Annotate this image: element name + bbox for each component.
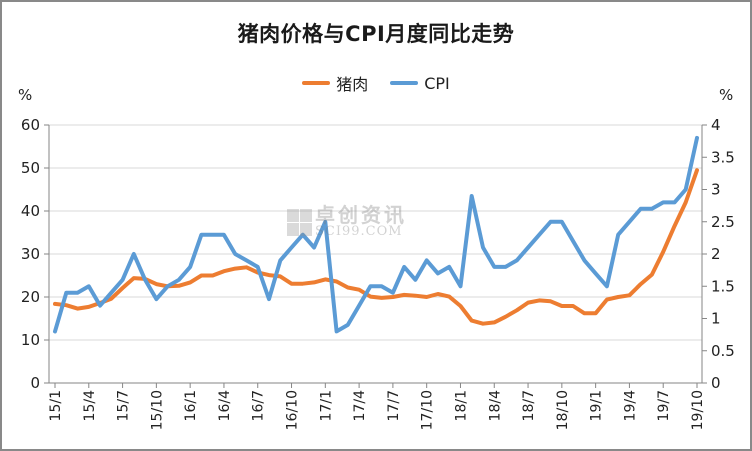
right-axis-tick-label: 2 — [711, 245, 721, 263]
right-axis-tick-label: 1 — [711, 310, 721, 328]
left-axis-tick-label: 30 — [21, 245, 40, 263]
legend-label-pork: 猪肉 — [336, 75, 369, 94]
x-axis-tick-label: 15/1 — [48, 390, 64, 421]
chart-title: 猪肉价格与CPI月度同比走势 — [237, 22, 515, 46]
x-axis-tick-label: 17/4 — [352, 390, 368, 422]
legend-label-cpi: CPI — [424, 73, 450, 93]
x-axis-tick-label: 19/1 — [589, 390, 605, 421]
x-axis-tick-label: 16/1 — [183, 390, 199, 421]
x-axis-tick-label: 16/4 — [217, 390, 233, 422]
legend-swatch-pork-icon — [302, 81, 331, 85]
right-axis-tick-label: 3 — [711, 181, 721, 199]
x-axis-tick-label: 18/7 — [521, 390, 537, 421]
left-axis-unit: % — [18, 86, 33, 104]
right-axis-tick-label: 0 — [711, 374, 721, 392]
left-axis-tick-label: 20 — [21, 288, 40, 306]
right-axis-unit: % — [719, 86, 734, 104]
left-axis-tick-label: 50 — [21, 159, 40, 177]
legend-item-cpi[interactable]: CPI — [390, 74, 450, 93]
cpi-line — [53, 135, 699, 334]
legend-item-pork[interactable]: 猪肉 — [302, 71, 368, 95]
x-axis-tick-label: 16/7 — [251, 390, 267, 421]
x-axis-tick-label: 15/10 — [149, 390, 165, 430]
x-axis-tick-label: 19/4 — [622, 390, 638, 422]
x-axis-tick-label: 15/7 — [116, 390, 132, 421]
x-axis-tick-label: 15/4 — [82, 390, 98, 422]
x-axis-tick-label: 17/7 — [386, 390, 402, 421]
x-axis-tick-label: 17/10 — [420, 390, 436, 430]
right-axis-tick-label: 1.5 — [711, 277, 735, 295]
right-axis-tick-label: 2.5 — [711, 213, 735, 231]
x-axis-tick-label: 18/1 — [453, 390, 469, 421]
left-axis-tick-label: 60 — [21, 116, 40, 134]
legend-swatch-cpi-icon — [390, 81, 419, 85]
pork-line — [53, 168, 699, 326]
left-axis-tick-label: 0 — [30, 374, 40, 392]
x-axis-tick-label: 16/10 — [285, 390, 301, 430]
x-axis-tick-label: 19/7 — [656, 390, 672, 421]
left-axis-tick-label: 10 — [21, 331, 40, 349]
right-axis-tick-label: 0.5 — [711, 342, 735, 360]
right-axis-tick-label: 3.5 — [711, 148, 735, 166]
x-axis-tick-label: 17/1 — [318, 390, 334, 421]
x-axis-tick-label: 18/10 — [555, 390, 571, 430]
x-axis-tick-label: 19/10 — [690, 390, 706, 430]
x-axis-tick-label: 18/4 — [487, 390, 503, 422]
left-axis-tick-label: 40 — [21, 202, 40, 220]
chart-legend: 猪肉 CPI — [0, 71, 752, 95]
right-axis-tick-label: 4 — [711, 116, 721, 134]
